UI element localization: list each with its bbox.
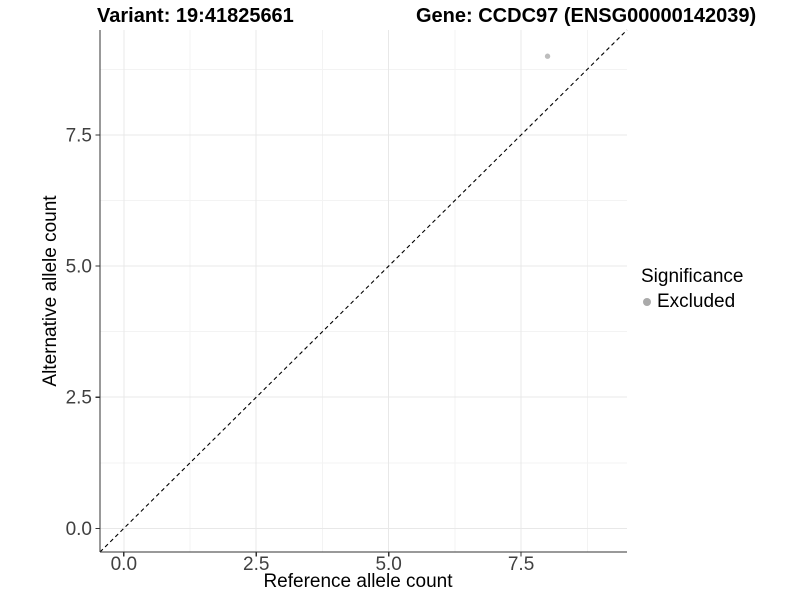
y-tick-label: 7.5 [66,125,92,146]
x-axis-title: Reference allele count [263,571,453,592]
legend-item-excluded: Excluded [641,290,743,313]
excluded-point-icon [643,297,651,306]
gene-title: Gene: CCDC97 (ENSG00000142039) [416,5,757,27]
y-axis-title: Alternative allele count [40,195,61,387]
legend-title: Significance [641,266,744,287]
x-tick-label: 2.5 [243,554,269,575]
legend: Significance Excluded [641,265,743,313]
variant-title: Variant: 19:41825661 [97,5,294,27]
y-tick-label: 0.0 [66,519,92,540]
legend-item-label: Excluded [657,291,736,312]
x-tick-label: 7.5 [508,554,534,575]
x-tick-label: 5.0 [375,554,401,575]
y-tick-label: 5.0 [66,257,92,278]
x-tick-label: 0.0 [111,554,137,575]
identity-line [99,29,628,553]
data-point [544,53,551,59]
y-tick-label: 2.5 [66,388,92,409]
